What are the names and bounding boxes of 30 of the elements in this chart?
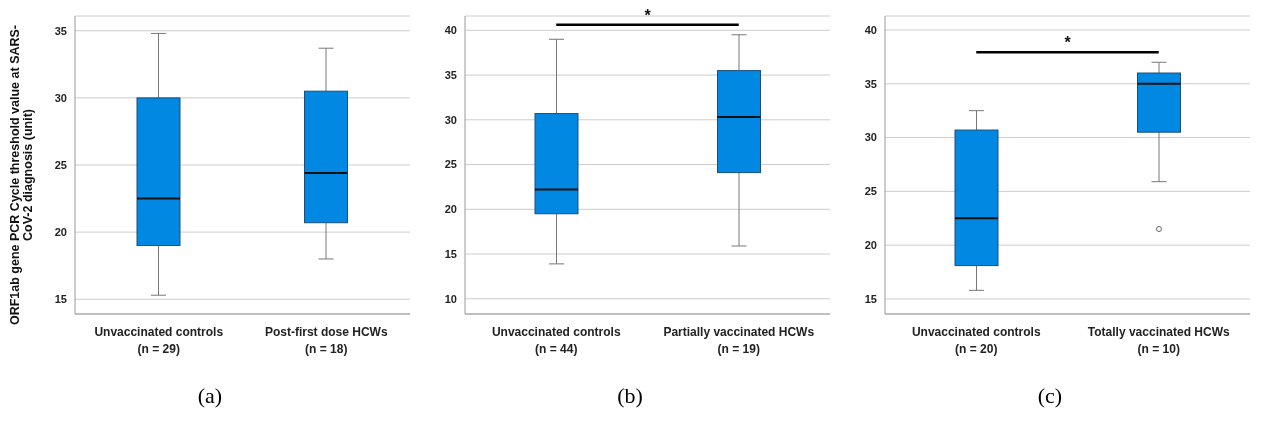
y-tick-label: 20: [444, 203, 457, 216]
y-tick-label: 35: [54, 24, 67, 37]
annotation: *: [644, 6, 652, 24]
text: (b): [616, 383, 644, 409]
y-tick-label: 15: [864, 292, 877, 305]
y-tick-label: 25: [54, 158, 67, 171]
x-tick-label: Unvaccinated controls (n = 44): [491, 325, 621, 356]
y-tick-label: 10: [444, 292, 457, 305]
y-tick-label: 15: [444, 247, 457, 260]
x-tick-label: Totally vaccinated HCWs (n = 10): [1087, 325, 1230, 356]
x-tick-label: Unvaccinated controls (n = 29): [94, 325, 224, 356]
y-tick-label: 35: [864, 77, 877, 90]
y-tick-label: 25: [864, 185, 877, 198]
y-tick-label: 20: [864, 239, 877, 252]
text: (a): [196, 383, 224, 409]
y-tick-label: 40: [864, 23, 877, 36]
y-tick-label: 35: [444, 68, 457, 81]
y-tick-label: 25: [444, 158, 457, 171]
y-tick-label: 40: [444, 24, 457, 37]
annotation: *: [1064, 34, 1072, 52]
y-tick-label: 30: [864, 131, 877, 144]
y-tick-label: 15: [54, 293, 67, 306]
x-tick-label: Post-first dose HCWs (n = 18): [264, 325, 388, 356]
y-axis-title: ORF1ab gene PCR Cycle threshold value at SARS-CoV-2 diagnosis (unit): [8, 23, 36, 328]
y-tick-label: 30: [444, 113, 457, 126]
text: (c): [1036, 383, 1064, 409]
y-tick-label: 20: [54, 226, 67, 239]
x-tick-label: Partially vaccinated HCWs (n = 19): [663, 325, 815, 356]
y-tick-label: 30: [54, 91, 67, 104]
x-tick-label: Unvaccinated controls (n = 20): [911, 325, 1041, 356]
